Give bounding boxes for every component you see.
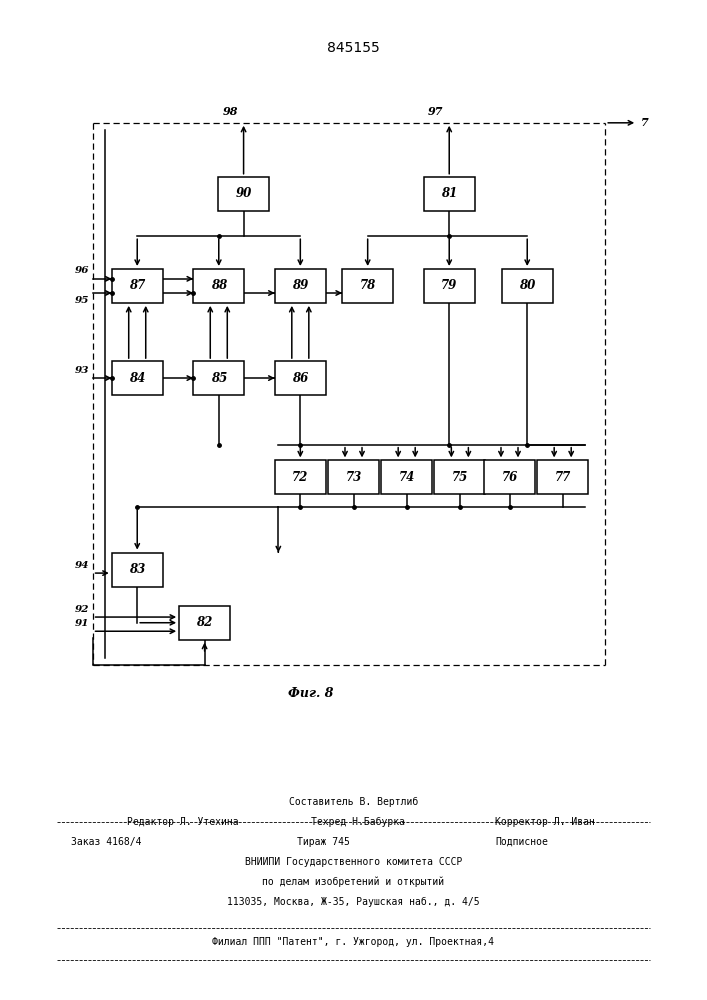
Bar — [193, 361, 245, 395]
Text: 92: 92 — [74, 605, 89, 614]
Text: ВНИИПИ Государственного комитета СССР: ВНИИПИ Государственного комитета СССР — [245, 857, 462, 867]
Bar — [179, 606, 230, 640]
Bar — [537, 460, 588, 494]
Text: 81: 81 — [441, 187, 457, 200]
Text: Фиг. 8: Фиг. 8 — [288, 687, 334, 700]
Text: Составитель В. Вертлиб: Составитель В. Вертлиб — [289, 797, 418, 807]
Text: 79: 79 — [441, 279, 457, 292]
Text: 94: 94 — [74, 561, 89, 570]
Text: 76: 76 — [501, 471, 518, 484]
Text: 113035, Москва, Ж-35, Раушская наб., д. 4/5: 113035, Москва, Ж-35, Раушская наб., д. … — [227, 897, 480, 907]
Bar — [112, 553, 163, 587]
Bar — [112, 361, 163, 395]
Text: 845155: 845155 — [327, 41, 380, 55]
Text: 90: 90 — [235, 187, 252, 200]
Text: 87: 87 — [129, 279, 146, 292]
Bar — [328, 460, 379, 494]
Text: 97: 97 — [428, 106, 443, 117]
Bar — [484, 460, 535, 494]
Text: по делам изобретений и открытий: по делам изобретений и открытий — [262, 876, 445, 887]
Text: Редактор Л. Утехина: Редактор Л. Утехина — [127, 817, 239, 827]
Text: 72: 72 — [292, 471, 308, 484]
Text: Техред Н.Бабурка: Техред Н.Бабурка — [311, 817, 405, 827]
Text: 86: 86 — [292, 372, 308, 385]
Bar — [342, 269, 393, 303]
Text: 98: 98 — [223, 106, 238, 117]
Bar — [423, 177, 475, 211]
Text: 77: 77 — [554, 471, 571, 484]
Text: 73: 73 — [346, 471, 361, 484]
Text: 91: 91 — [74, 619, 89, 628]
Bar — [423, 269, 475, 303]
Text: 82: 82 — [197, 616, 213, 629]
Text: 89: 89 — [292, 279, 308, 292]
Text: 88: 88 — [211, 279, 227, 292]
Text: 78: 78 — [360, 279, 376, 292]
Text: Корректор Л. Иван: Корректор Л. Иван — [495, 817, 595, 827]
Bar — [275, 460, 326, 494]
Text: Подписное: Подписное — [495, 837, 548, 847]
Bar — [275, 269, 326, 303]
Text: Тираж 745: Тираж 745 — [297, 837, 350, 847]
Text: 95: 95 — [74, 296, 89, 305]
Bar — [381, 460, 432, 494]
Text: 75: 75 — [452, 471, 468, 484]
Bar — [275, 361, 326, 395]
Bar — [434, 460, 486, 494]
Text: 93: 93 — [74, 366, 89, 375]
Bar — [193, 269, 245, 303]
Text: 96: 96 — [74, 266, 89, 275]
Text: 74: 74 — [399, 471, 415, 484]
Bar — [112, 269, 163, 303]
Text: 85: 85 — [211, 372, 227, 385]
Text: Заказ 4168/4: Заказ 4168/4 — [71, 837, 141, 847]
Bar — [218, 177, 269, 211]
Text: 84: 84 — [129, 372, 146, 385]
Text: Филиал ППП "Патент", г. Ужгород, ул. Проектная,4: Филиал ППП "Патент", г. Ужгород, ул. Про… — [213, 937, 494, 947]
Text: 7: 7 — [641, 117, 648, 128]
Text: 80: 80 — [519, 279, 535, 292]
Text: 83: 83 — [129, 563, 146, 576]
Bar — [502, 269, 553, 303]
